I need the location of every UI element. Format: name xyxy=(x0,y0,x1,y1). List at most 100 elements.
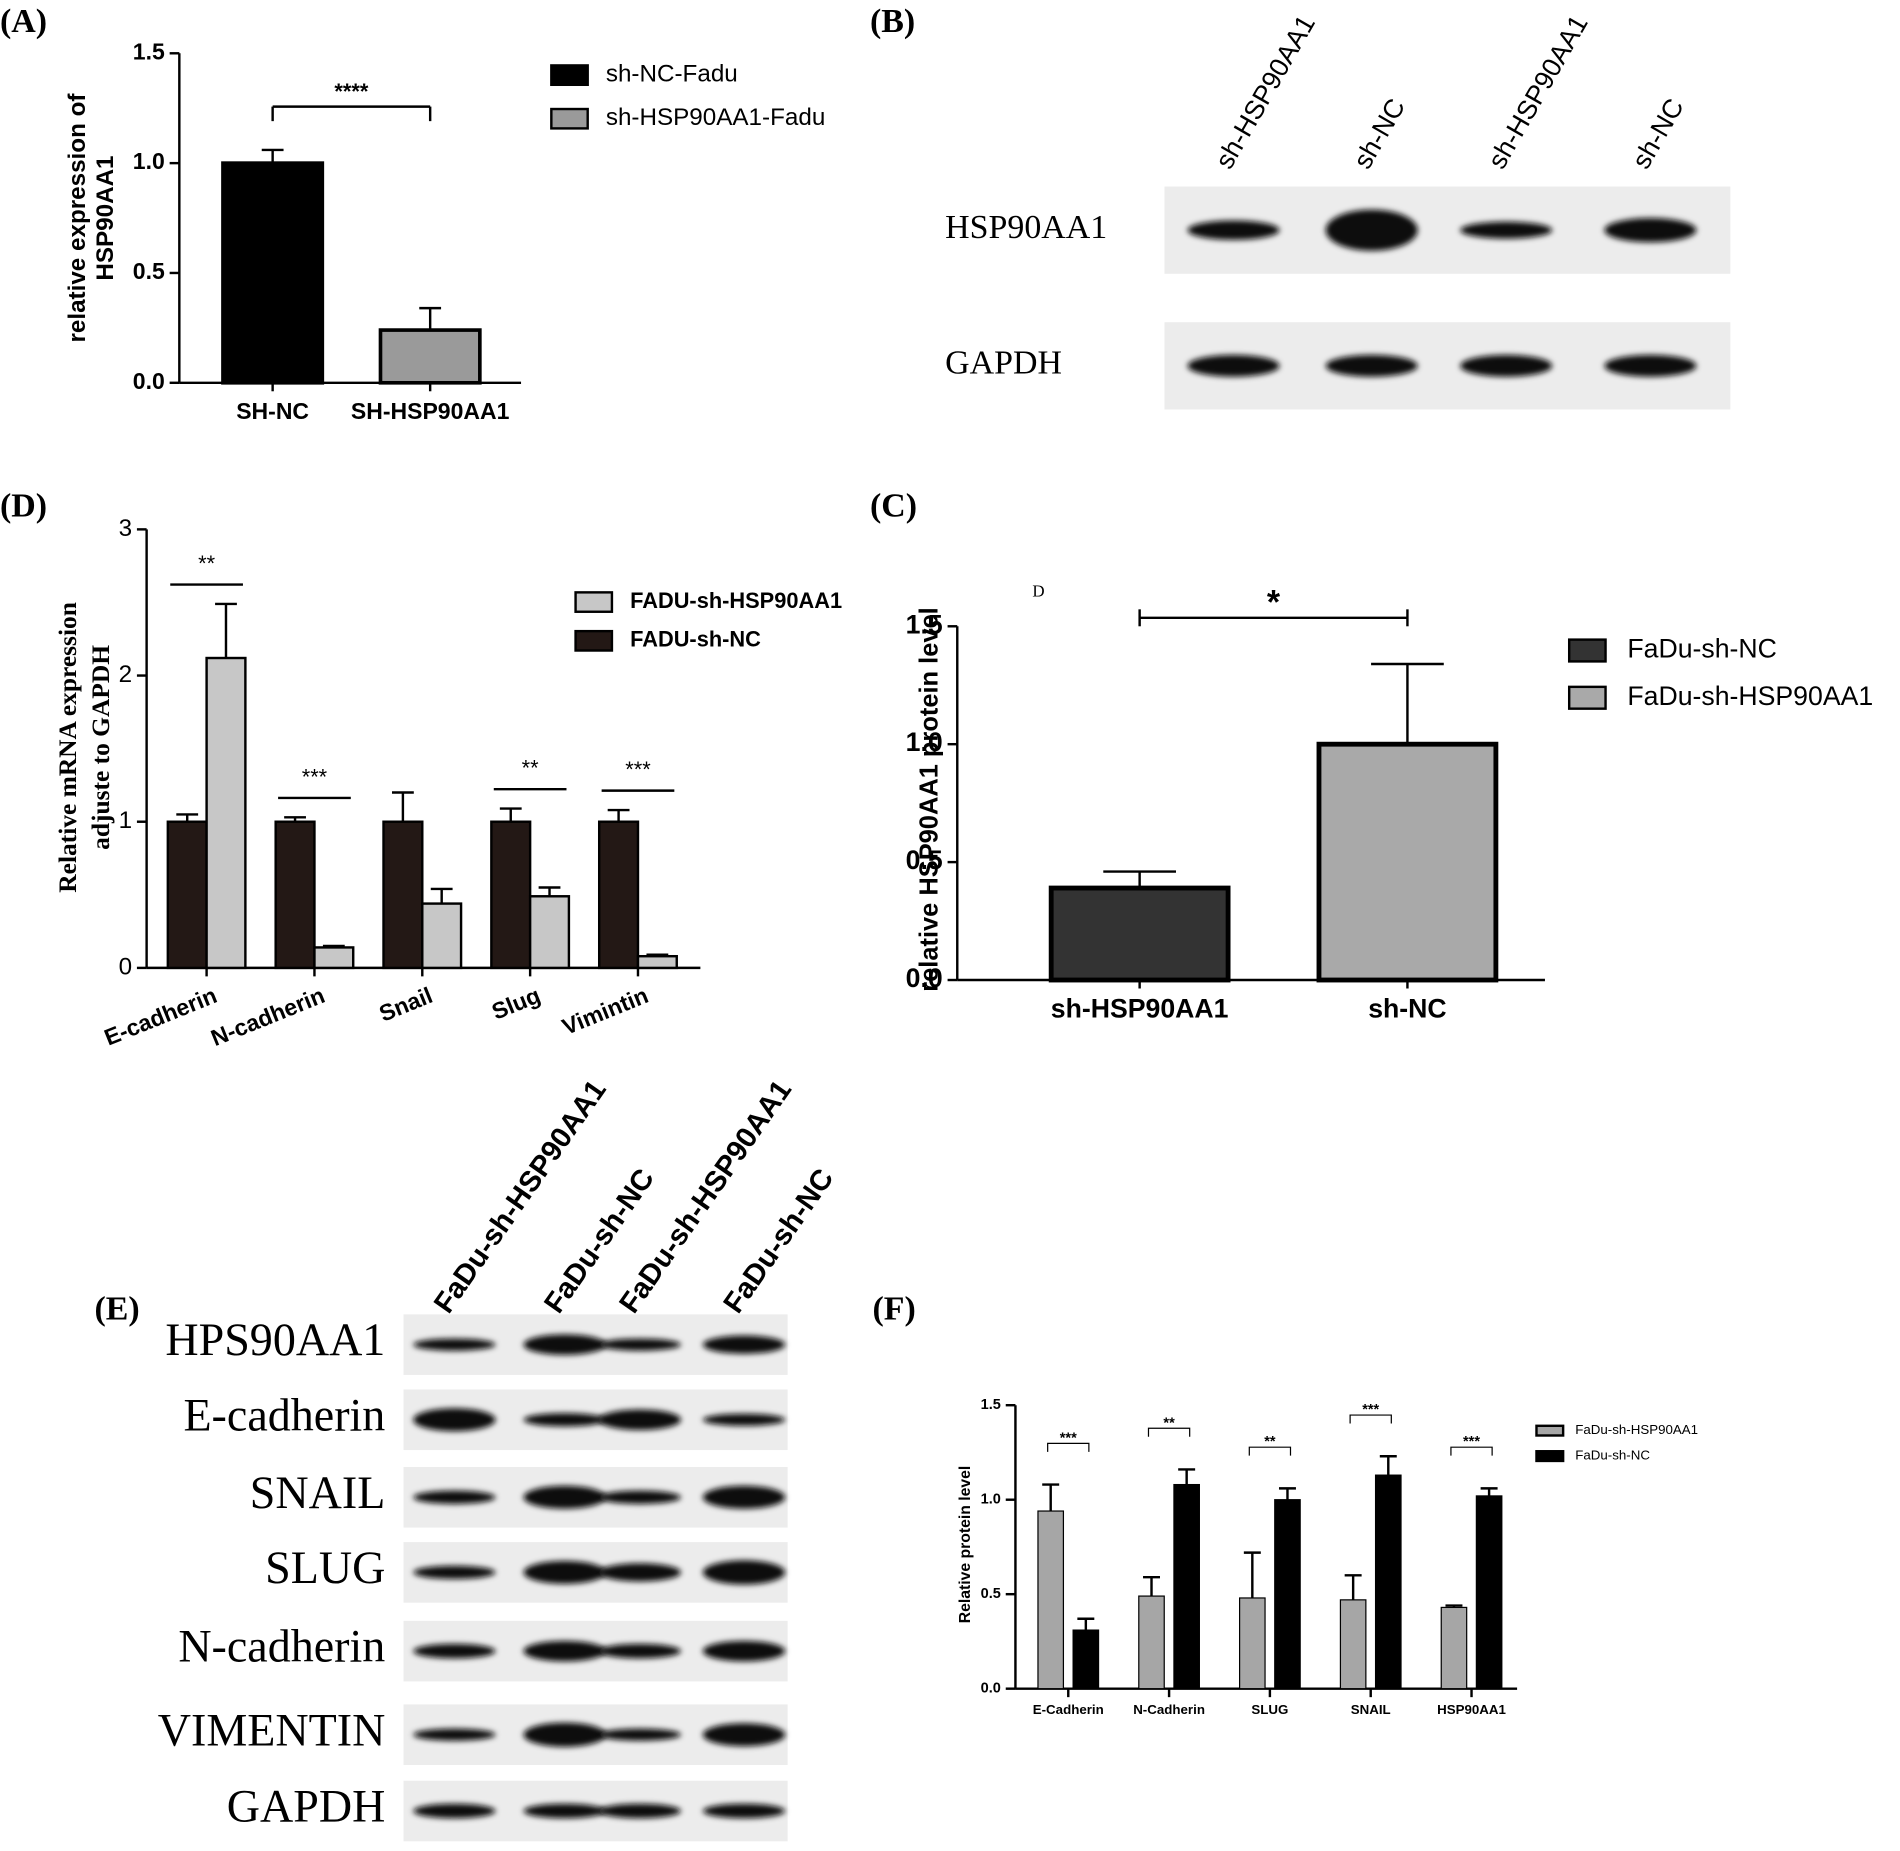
bar xyxy=(378,328,482,385)
x-tick-label: SH-HSP90AA1 xyxy=(351,398,510,424)
y-tick-label: 0.0 xyxy=(133,368,165,394)
legend-swatch xyxy=(1567,638,1607,663)
row-label: E-cadherin xyxy=(183,1389,385,1440)
blot-band xyxy=(598,1338,681,1351)
x-tick-label: SNAIL xyxy=(1351,1702,1391,1717)
bar xyxy=(1440,1606,1468,1690)
row-label: HPS90AA1 xyxy=(165,1314,385,1365)
panel-label: (F) xyxy=(872,1291,915,1328)
bar xyxy=(1316,741,1499,983)
legend-swatch xyxy=(550,64,589,87)
y-axis-label: HSP90AA1 xyxy=(92,155,119,280)
legend-swatch xyxy=(574,591,614,613)
blot-band xyxy=(523,1560,606,1584)
y-tick-label: 0.0 xyxy=(906,963,943,993)
blot-band xyxy=(413,1643,496,1659)
x-tick-label: N-Cadherin xyxy=(1133,1702,1205,1717)
lane-label: sh-HSP90AA1 xyxy=(1482,10,1594,174)
y-tick-label: 0 xyxy=(119,953,132,980)
legend-swatch xyxy=(1567,685,1607,710)
significance-bracket xyxy=(1450,1446,1493,1456)
blot-band xyxy=(702,1560,786,1585)
blot-band xyxy=(413,1408,496,1432)
blot-band xyxy=(1460,221,1553,239)
legend-label: FaDu-sh-HSP90AA1 xyxy=(1575,1422,1698,1437)
bar xyxy=(1274,1499,1301,1690)
y-tick-label: 0.5 xyxy=(906,845,943,875)
blot-band xyxy=(523,1334,606,1355)
legend-label: FADU-sh-HSP90AA1 xyxy=(630,588,842,613)
blot-band xyxy=(1604,218,1697,243)
bar xyxy=(597,820,640,970)
significance-bracket xyxy=(1248,1446,1292,1456)
significance-label: ** xyxy=(198,551,215,576)
x-tick-label: Vimintin xyxy=(558,982,651,1040)
significance-label: ** xyxy=(1264,1434,1276,1450)
row-label: GAPDH xyxy=(227,1781,386,1832)
y-tick-label: 1.0 xyxy=(906,727,943,757)
y-axis-label: Relative protein level xyxy=(957,1466,974,1624)
significance-bracket xyxy=(1349,1414,1392,1424)
y-tick-label: 1.5 xyxy=(133,38,165,64)
blot-band xyxy=(523,1803,606,1819)
y-tick-label: 3 xyxy=(119,515,132,542)
significance-bracket xyxy=(1047,1442,1090,1452)
legend-label: FaDu-sh-NC xyxy=(1627,634,1777,664)
bar xyxy=(1138,1595,1165,1690)
y-tick-label: 1.5 xyxy=(981,1397,1001,1413)
y-tick-label: 0.5 xyxy=(981,1586,1001,1602)
x-tick-label: Slug xyxy=(488,982,544,1025)
significance-label: ** xyxy=(1163,1415,1175,1431)
bar xyxy=(1037,1510,1065,1690)
lane-label: FaDu-sh-NC xyxy=(718,1163,841,1319)
blot-band xyxy=(523,1722,606,1747)
significance-label: **** xyxy=(334,79,368,104)
x-tick-label: N-cadherin xyxy=(207,982,328,1051)
bar xyxy=(636,954,678,970)
legend-label: FaDu-sh-NC xyxy=(1575,1448,1650,1463)
y-tick-label: 1.5 xyxy=(906,609,943,639)
bar xyxy=(1072,1629,1100,1690)
blot-band xyxy=(702,1640,786,1662)
legend-swatch xyxy=(574,629,614,652)
row-label: VIMENTIN xyxy=(158,1704,386,1755)
panel-label: (D) xyxy=(0,488,47,525)
x-tick-label: HSP90AA1 xyxy=(1437,1702,1506,1717)
bar xyxy=(1339,1599,1367,1690)
significance-bracket xyxy=(1147,1427,1191,1437)
y-axis-label: adjuste to GAPDH xyxy=(86,645,115,850)
bar xyxy=(382,820,424,970)
legend-label: FADU-sh-NC xyxy=(630,627,761,652)
blot-band xyxy=(702,1723,786,1747)
x-tick-label: E-cadherin xyxy=(100,982,220,1051)
significance-label: *** xyxy=(1060,1430,1077,1446)
y-tick-label: 1 xyxy=(119,807,132,834)
blot-band xyxy=(598,1563,681,1582)
blot-band xyxy=(1325,209,1418,251)
legend-swatch xyxy=(1535,1450,1565,1463)
bar xyxy=(1048,885,1231,983)
blot-band xyxy=(598,1409,681,1431)
blot-band xyxy=(598,1490,681,1504)
blot-band xyxy=(523,1640,606,1662)
blot-band xyxy=(1187,220,1280,240)
bar xyxy=(528,895,571,970)
panel-label: (B) xyxy=(870,3,915,40)
blot-band xyxy=(413,1728,496,1741)
x-tick-label: Snail xyxy=(375,982,436,1027)
y-axis-label: relative HSP90AA1 protein level xyxy=(915,607,943,992)
bar xyxy=(421,902,463,970)
panel-label: (A) xyxy=(0,3,47,40)
panel-label: (C) xyxy=(870,488,917,525)
blot-band xyxy=(1460,354,1553,377)
blot-band xyxy=(702,1335,786,1354)
bar xyxy=(221,161,325,385)
blot-band xyxy=(523,1485,606,1509)
bar xyxy=(1173,1483,1200,1690)
legend-label: FaDu-sh-HSP90AA1 xyxy=(1627,681,1873,711)
row-label: HSP90AA1 xyxy=(945,209,1107,246)
blot-band xyxy=(523,1413,606,1427)
blot-band xyxy=(413,1338,496,1351)
